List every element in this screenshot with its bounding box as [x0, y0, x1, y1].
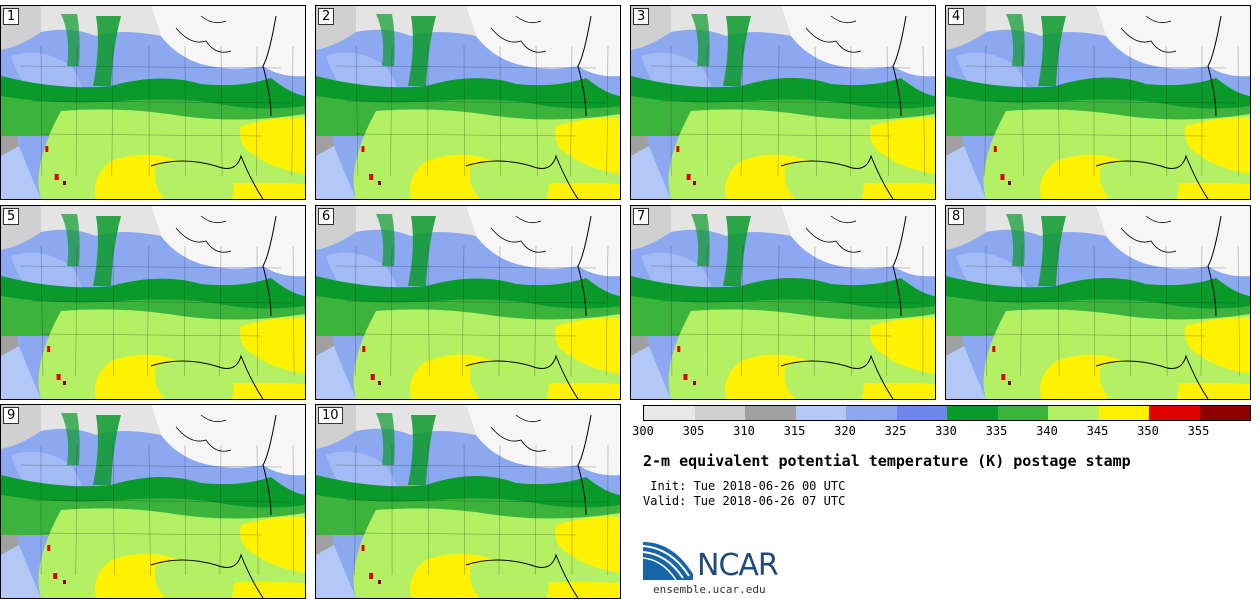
map-panel-9: 9 — [0, 404, 306, 599]
colorbar-segment — [897, 406, 948, 420]
colorbar-segment — [796, 406, 847, 420]
colorbar-tick-label: 310 — [733, 424, 755, 438]
map-panel-8: 8 — [945, 205, 1251, 400]
colorbar-tick-label: 300 — [632, 424, 654, 438]
init-time: Init: Tue 2018-06-26 00 UTC — [643, 479, 845, 493]
colorbar-tick-label: 345 — [1087, 424, 1109, 438]
map-panel-1: 1 — [0, 5, 306, 200]
map-panel-7: 7 — [630, 205, 936, 400]
panel-number-label: 2 — [318, 8, 334, 25]
colorbar-tick-label: 335 — [986, 424, 1008, 438]
colorbar-segment — [644, 406, 695, 420]
colorbar-segment — [1048, 406, 1099, 420]
valid-time: Valid: Tue 2018-06-26 07 UTC — [643, 494, 845, 508]
panel-number-label: 3 — [633, 8, 649, 25]
colorbar-segment — [947, 406, 998, 420]
map-panel-10: 10 — [315, 404, 621, 599]
colorbar-segment — [1200, 406, 1251, 420]
panel-number-label: 7 — [633, 208, 649, 225]
colorbar-segment — [1149, 406, 1200, 420]
colorbar-tick-label: 350 — [1137, 424, 1159, 438]
colorbar-segment — [846, 406, 897, 420]
panel-number-label: 1 — [3, 8, 19, 25]
colorbar-segment — [695, 406, 746, 420]
map-panel-2: 2 — [315, 5, 621, 200]
panel-number-label: 4 — [948, 8, 964, 25]
panel-number-label: 9 — [3, 407, 19, 424]
panel-number-label: 5 — [3, 208, 19, 225]
colorbar-tick-label: 320 — [834, 424, 856, 438]
colorbar — [643, 405, 1251, 421]
colorbar-tick-label: 305 — [683, 424, 705, 438]
colorbar-tick-label: 340 — [1036, 424, 1058, 438]
panel-number-label: 8 — [948, 208, 964, 225]
map-panel-4: 4 — [945, 5, 1251, 200]
map-panel-3: 3 — [630, 5, 936, 200]
panel-number-label: 6 — [318, 208, 334, 225]
site-url: ensemble.ucar.edu — [653, 583, 766, 596]
colorbar-tick-label: 315 — [784, 424, 806, 438]
colorbar-tick-label: 355 — [1188, 424, 1210, 438]
colorbar-segment — [1099, 406, 1150, 420]
map-panel-6: 6 — [315, 205, 621, 400]
colorbar-segment — [745, 406, 796, 420]
colorbar-tick-label: 325 — [885, 424, 907, 438]
panel-number-label: 10 — [318, 407, 343, 424]
colorbar-segment — [998, 406, 1049, 420]
map-panel-5: 5 — [0, 205, 306, 400]
ncar-logo-text: NCAR — [697, 548, 778, 583]
map-title: 2-m equivalent potential temperature (K)… — [643, 452, 1131, 470]
colorbar-tick-label: 330 — [935, 424, 957, 438]
